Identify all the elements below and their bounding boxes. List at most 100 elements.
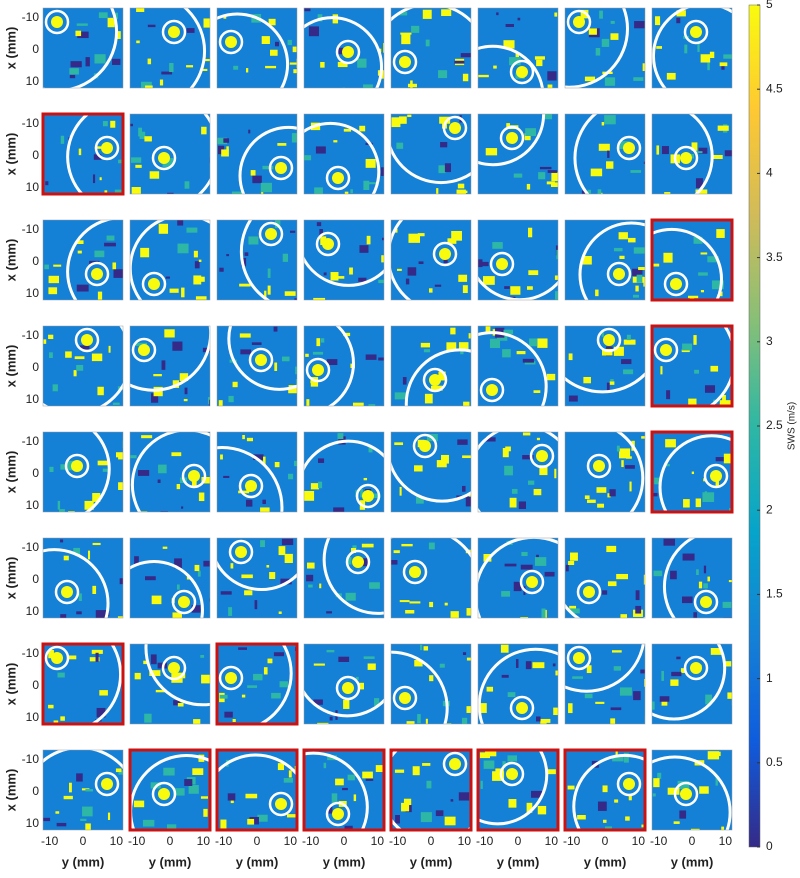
texture [157,479,161,483]
texture [363,180,370,190]
texture [597,189,602,194]
texture [418,261,424,265]
panel-frame [42,431,124,513]
texture [143,660,148,665]
panel-background [43,432,123,512]
texture [441,454,449,464]
texture [634,21,645,29]
texture [115,768,122,773]
texture [266,565,270,568]
panel-background [130,644,210,724]
texture [541,608,546,618]
texture [500,644,509,653]
inclusion [138,344,150,356]
texture [613,247,623,252]
roi-circle [392,49,418,75]
texture [177,702,184,707]
texture [438,70,448,79]
texture [653,778,660,788]
inclusion-boundary [89,644,123,724]
texture [604,826,613,830]
texture [367,663,376,670]
texture [525,661,532,670]
inclusion [623,142,635,154]
texture [391,117,401,128]
panel [217,220,297,300]
texture [408,233,421,243]
texture [725,661,732,667]
texture [201,476,210,484]
y-tick-label: 0 [32,360,39,374]
texture [492,771,505,781]
inclusion-boundary [217,753,297,777]
texture [410,80,413,88]
texture [626,456,632,459]
texture [580,9,589,19]
texture [265,65,277,69]
texture [172,341,183,351]
x-tick-label: -10 [476,834,494,848]
texture [457,439,468,445]
texture [554,275,558,280]
texture [717,125,729,131]
texture [161,360,166,370]
inclusion-boundary [183,8,207,88]
x-tick-label: 10 [458,834,472,848]
panel [391,326,471,406]
texture [704,491,708,495]
texture [485,326,491,333]
texture [147,24,156,28]
inclusion-boundary [217,446,284,512]
roi-circle [94,135,120,161]
texture [106,235,115,241]
colorbar-tick-label: 1.5 [766,587,783,601]
panel [130,644,210,724]
texture [695,189,708,194]
texture [369,493,381,499]
texture [57,672,65,678]
texture [305,353,309,357]
texture [633,691,641,701]
roi-circle [566,9,592,35]
texture [344,825,353,830]
texture [438,371,446,381]
texture [217,137,228,145]
texture [397,268,402,271]
inclusion-boundary [304,689,384,718]
inclusion [593,460,605,472]
texture [56,822,67,827]
texture [227,793,236,801]
panel [565,750,645,830]
texture [536,59,543,67]
texture [232,381,238,388]
texture [567,785,575,790]
inclusion-boundary [257,644,293,724]
texture [661,146,669,155]
texture [398,116,407,124]
texture [177,243,189,254]
texture [394,442,404,446]
panel [478,432,558,512]
texture [98,12,108,19]
panel-background [130,538,210,618]
roi-circle [693,589,719,615]
texture [542,114,553,120]
texture [552,663,556,667]
texture [151,393,159,403]
roi-circle [74,327,100,353]
x-tick-label: -10 [41,834,59,848]
x-tick-label: 0 [428,834,435,848]
inclusion [613,268,625,280]
texture [524,133,531,141]
roi-circle [586,453,612,479]
texture [517,17,521,21]
panel [652,220,732,300]
texture [167,192,174,194]
texture [450,327,456,335]
texture [550,182,558,188]
x-tick-label: -10 [650,834,668,848]
x-tick-label: 10 [110,834,124,848]
panel-background [217,326,297,406]
texture [194,564,200,572]
texture [102,121,108,127]
